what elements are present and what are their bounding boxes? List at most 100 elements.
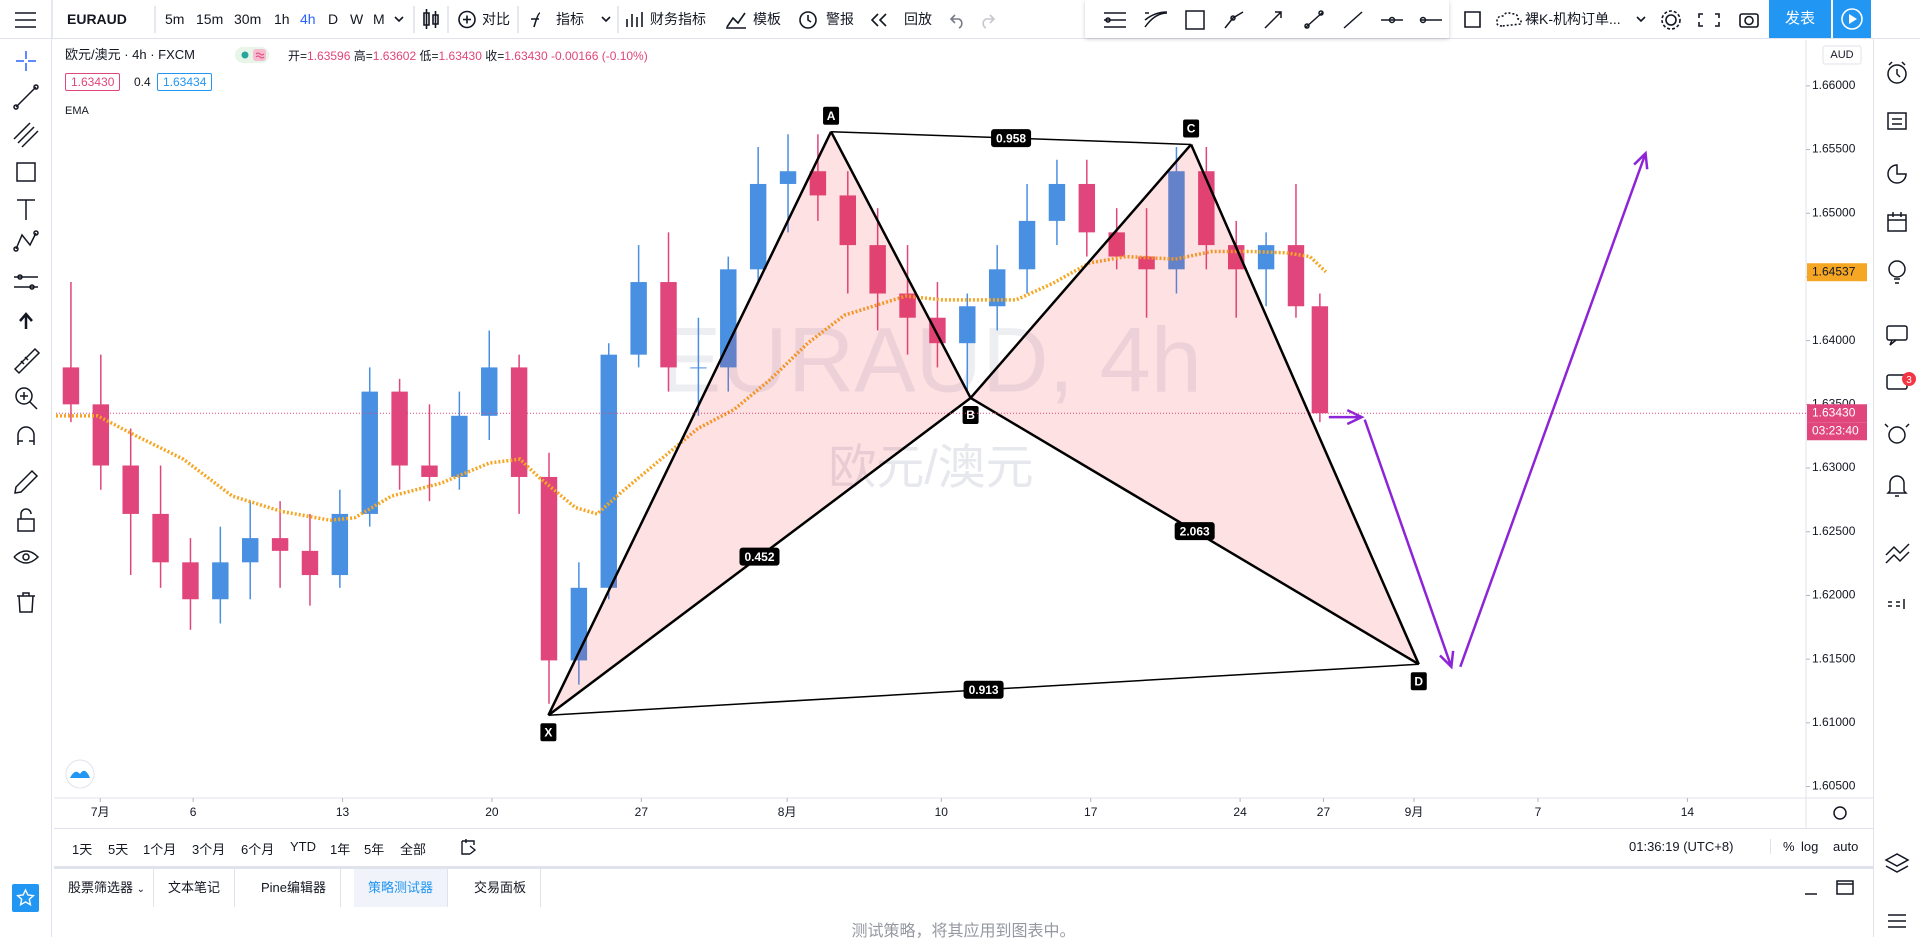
top-toolbar: EURAUD 5m 15m 30m 1h 4h D W M 对比 指标 财务指标…	[0, 0, 1920, 39]
status-badge[interactable]	[235, 47, 269, 63]
range-button[interactable]: 1个月	[143, 842, 177, 857]
spread: 0.4	[134, 75, 151, 89]
icon-part	[256, 53, 264, 58]
range-button[interactable]: 1年	[330, 842, 351, 857]
pattern-line	[548, 132, 831, 715]
bottom-panel: 股票筛选器 ⌄ 文本笔记 Pine编辑器 策略测试器 交易面板 测试策略，将其应…	[54, 866, 1873, 940]
compare-button[interactable]: 对比	[482, 11, 510, 27]
icon-part	[1390, 18, 1395, 23]
projection-arrow	[1365, 420, 1453, 667]
candle-body	[421, 465, 438, 477]
financials-button[interactable]: 财务指标	[650, 11, 706, 27]
ohlc-value: 1.63430	[504, 49, 548, 63]
icon-part	[951, 15, 962, 28]
interval[interactable]: W	[350, 11, 364, 27]
panel-tab[interactable]: 交易面板	[460, 869, 542, 907]
candle-body	[959, 306, 976, 344]
currency-box	[1823, 46, 1861, 64]
panel-tab[interactable]: Pine编辑器	[247, 869, 342, 907]
play-button[interactable]	[1833, 0, 1871, 38]
watermark-subtitle: 欧元/澳元	[828, 442, 1033, 495]
icon-part	[1849, 14, 1857, 24]
panel-controls[interactable]	[1799, 877, 1859, 899]
auto-toggle[interactable]: auto	[1833, 839, 1859, 854]
interval[interactable]: 30m	[234, 11, 262, 27]
icon-part	[241, 51, 249, 59]
left-toolbar	[0, 39, 52, 937]
range-button[interactable]: 3个月	[192, 842, 226, 857]
icon-part	[16, 51, 36, 71]
status-icon	[241, 49, 266, 61]
y-tick-label: 1.66000	[1812, 78, 1856, 92]
icon-part	[1886, 854, 1908, 872]
candle-body	[301, 550, 319, 576]
x-tick-label: 13	[336, 805, 350, 819]
interval[interactable]: D	[328, 11, 339, 27]
templates-button[interactable]: 模板	[753, 11, 781, 27]
panel-tab[interactable]: 文本笔记	[154, 869, 236, 907]
percent-toggle[interactable]: %	[1770, 839, 1795, 854]
interval[interactable]: 1h	[274, 11, 290, 27]
point-label: B	[966, 408, 975, 422]
log-toggle[interactable]: log	[1801, 839, 1819, 854]
icon-part	[1885, 424, 1909, 427]
goto-date[interactable]	[459, 837, 479, 857]
publish-button[interactable]: 发表	[1769, 0, 1831, 38]
projection-arrow	[1329, 410, 1362, 424]
x-tick-label: 10	[935, 805, 949, 819]
range-button[interactable]: 5天	[108, 842, 129, 857]
candle-body	[869, 245, 886, 294]
chart: EURAUD, 4h欧元/澳元1.605001.610001.615001.62…	[54, 40, 1873, 828]
replay-button[interactable]: 回放	[904, 11, 932, 27]
candle-body	[1018, 220, 1036, 270]
right-sidebar: 3	[1873, 39, 1920, 937]
alerts-button[interactable]: 警报	[826, 11, 854, 27]
ohlc-label: 收=	[485, 49, 505, 63]
point-box	[962, 405, 979, 424]
icon-part	[462, 839, 475, 854]
candle-body	[122, 465, 139, 514]
y-tick-label: 1.64000	[1812, 333, 1856, 347]
interval[interactable]: 15m	[196, 11, 224, 27]
ohlc-value: 1.63430	[438, 49, 482, 63]
play-icon	[1833, 0, 1871, 38]
projection-arrow	[1460, 153, 1647, 666]
indicators-button[interactable]: 指标	[556, 11, 584, 27]
point-box	[1183, 119, 1200, 138]
ohlc-label: 开=	[288, 49, 308, 63]
candle-body	[720, 269, 737, 368]
candle-body	[152, 513, 169, 563]
left-tool-icons[interactable]	[0, 39, 52, 937]
y-tick-label: 1.65000	[1812, 205, 1856, 219]
range-button[interactable]: YTD	[290, 839, 316, 854]
countdown-box	[1807, 422, 1867, 441]
legend-row: 欧元/澳元 · 4h · FXCM	[65, 47, 195, 63]
sell-price[interactable]: 1.63430	[65, 73, 121, 91]
icon-part	[17, 593, 35, 612]
x-tick-label: 14	[1681, 805, 1695, 819]
panel-tab[interactable]: 策略测试器	[354, 869, 449, 907]
ratio-box	[739, 547, 780, 566]
right-sidebar-icons[interactable]: 3	[1874, 39, 1920, 937]
candle-body	[630, 282, 647, 355]
x-tick-label: 20	[485, 805, 499, 819]
range-button[interactable]: 1天	[72, 842, 93, 857]
favorites-button[interactable]	[12, 884, 39, 912]
buy-price[interactable]: 1.63434	[157, 73, 213, 91]
candle-body	[212, 562, 229, 600]
range-button[interactable]: 5年	[364, 842, 385, 857]
interval[interactable]: 4h	[300, 11, 316, 27]
interval[interactable]: 5m	[165, 11, 185, 27]
ema-price-label: 1.64537	[1812, 264, 1856, 278]
panel-message: 测试策略，将其应用到图表中。	[851, 923, 1076, 940]
panel-tab[interactable]: 股票筛选器 ⌄	[54, 869, 154, 907]
symbol[interactable]: EURAUD	[67, 11, 127, 27]
y-tick-label: 1.63000	[1812, 460, 1856, 474]
interval[interactable]: M	[373, 11, 385, 27]
range-button[interactable]: 全部	[400, 842, 427, 857]
icon-part	[1889, 62, 1905, 77]
range-button[interactable]: 6个月	[241, 842, 275, 857]
layout-name[interactable]: 裸K-机构订单...	[1525, 11, 1621, 27]
indicator-name[interactable]: EMA	[65, 105, 89, 117]
ratio-label: 0.452	[744, 550, 774, 564]
